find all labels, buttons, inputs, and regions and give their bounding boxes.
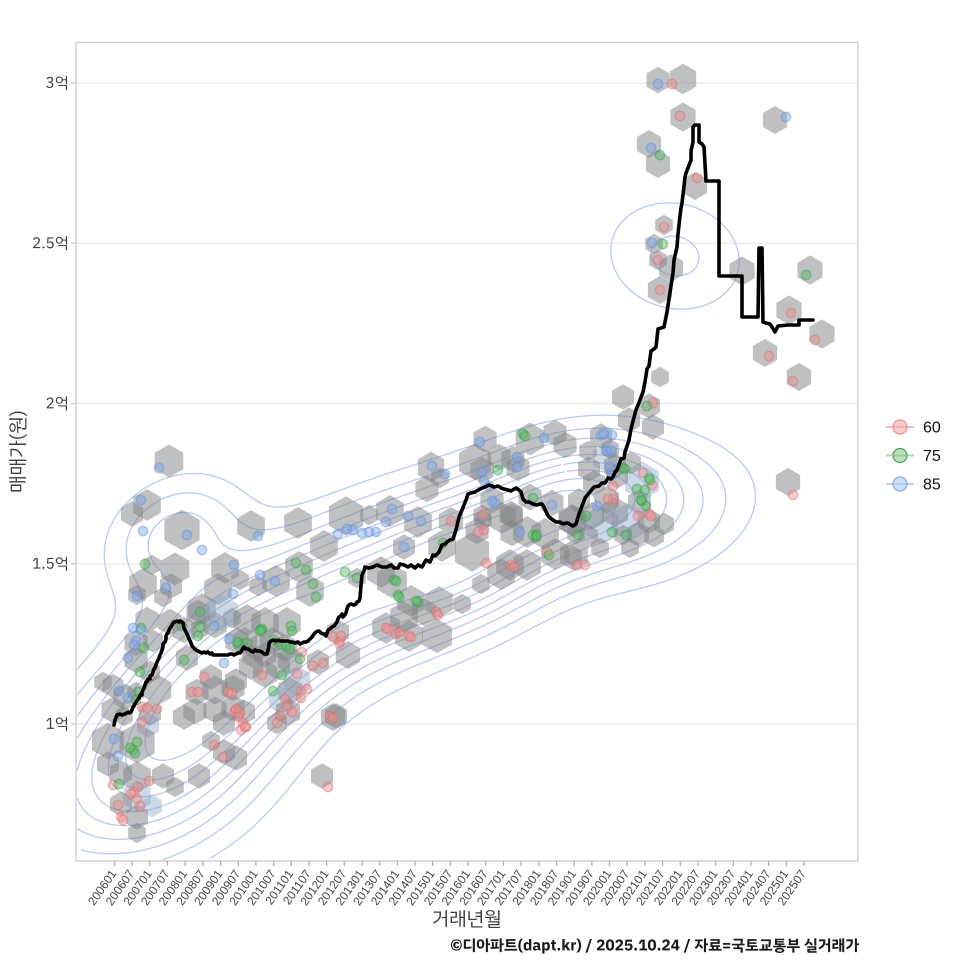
svg-text:85: 85 [923,477,941,494]
svg-text:75: 75 [923,448,941,465]
svg-text:60: 60 [923,420,941,437]
